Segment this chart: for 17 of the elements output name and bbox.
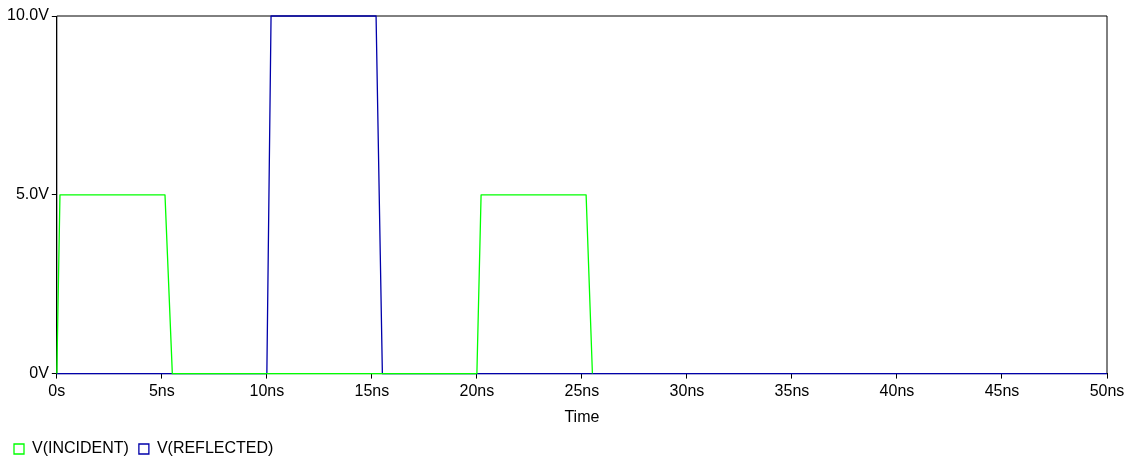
x-tick-label: 30ns: [669, 381, 705, 399]
x-tick-label: 40ns: [879, 381, 915, 399]
x-axis-title: Time: [564, 407, 600, 425]
y-tick-label: 5.0V: [15, 185, 50, 203]
x-tick-label: 5ns: [148, 381, 175, 399]
y-tick-label: 10.0V: [7, 6, 50, 24]
x-tick-label: 0s: [48, 381, 66, 399]
x-tick-label: 25ns: [564, 381, 600, 399]
x-tick-label: 15ns: [354, 381, 390, 399]
y-tick-label: 0V: [29, 364, 50, 382]
x-tick-label: 20ns: [459, 381, 495, 399]
x-tick-label: 45ns: [984, 381, 1020, 399]
legend-label: V(INCIDENT): [32, 439, 129, 457]
x-tick-label: 50ns: [1089, 381, 1125, 399]
x-tick-label: 35ns: [774, 381, 810, 399]
x-tick-label: 10ns: [249, 381, 285, 399]
legend-label: V(REFLECTED): [156, 439, 274, 457]
